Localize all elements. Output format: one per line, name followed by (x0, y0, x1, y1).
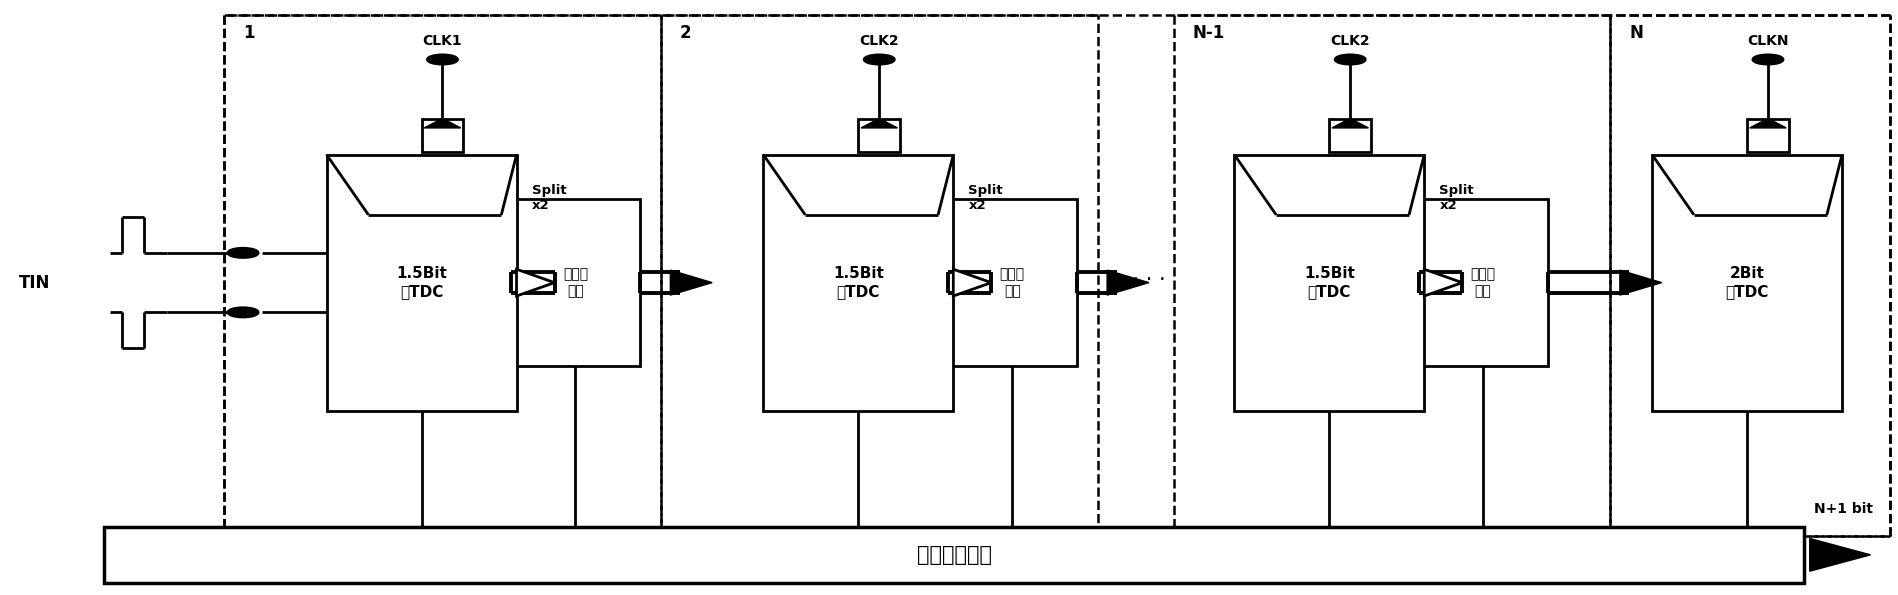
Text: 1.5Bit
子TDC: 1.5Bit 子TDC (1304, 267, 1353, 299)
Bar (1234, 155, 1424, 411)
Bar (805, 215, 938, 394)
Bar (1329, 119, 1370, 152)
Text: · · · · ·: · · · · · (1105, 270, 1165, 290)
Text: 2Bit
子TDC: 2Bit 子TDC (1725, 267, 1767, 299)
Polygon shape (1424, 269, 1461, 296)
Text: 脉冲发
生器: 脉冲发 生器 (562, 268, 588, 298)
Polygon shape (860, 118, 898, 128)
Text: 2: 2 (679, 24, 691, 42)
Text: CLK1: CLK1 (423, 33, 461, 48)
Circle shape (1334, 55, 1365, 64)
Polygon shape (953, 269, 991, 296)
Bar (326, 155, 516, 411)
Circle shape (228, 248, 258, 258)
Circle shape (228, 308, 258, 317)
Text: Split
x2: Split x2 (1439, 184, 1473, 212)
Text: 数字译码模块: 数字译码模块 (917, 545, 991, 565)
Text: Split
x2: Split x2 (968, 184, 1002, 212)
Polygon shape (1748, 118, 1786, 128)
Bar (763, 155, 953, 411)
Text: Split
x2: Split x2 (531, 184, 566, 212)
Bar (1275, 215, 1408, 394)
Text: N-1: N-1 (1192, 24, 1224, 42)
Text: CLK2: CLK2 (1330, 33, 1368, 48)
Bar (104, 527, 1803, 583)
Bar (1693, 215, 1826, 394)
Polygon shape (1809, 538, 1870, 571)
Text: 脉冲发
生器: 脉冲发 生器 (998, 268, 1025, 298)
Circle shape (1752, 55, 1782, 64)
Polygon shape (1619, 270, 1661, 295)
Text: 1.5Bit
子TDC: 1.5Bit 子TDC (397, 267, 446, 299)
Bar (1418, 199, 1547, 366)
Circle shape (864, 55, 894, 64)
Polygon shape (1330, 118, 1368, 128)
Bar (1746, 119, 1788, 152)
Text: 1: 1 (243, 24, 254, 42)
Polygon shape (670, 270, 712, 295)
Bar (947, 199, 1076, 366)
Text: CLKN: CLKN (1746, 33, 1788, 48)
Text: CLK2: CLK2 (860, 33, 898, 48)
Bar (511, 199, 640, 366)
Bar (368, 215, 501, 394)
Text: 1.5Bit
子TDC: 1.5Bit 子TDC (833, 267, 883, 299)
Polygon shape (1107, 270, 1148, 295)
Polygon shape (516, 269, 554, 296)
Bar (421, 119, 463, 152)
Text: TIN: TIN (19, 274, 49, 292)
Polygon shape (423, 118, 461, 128)
Text: N: N (1628, 24, 1642, 42)
Text: 脉冲发
生器: 脉冲发 生器 (1469, 268, 1496, 298)
Bar (1651, 155, 1841, 411)
Circle shape (427, 55, 457, 64)
Bar (858, 119, 900, 152)
Text: N+1 bit: N+1 bit (1813, 502, 1871, 516)
